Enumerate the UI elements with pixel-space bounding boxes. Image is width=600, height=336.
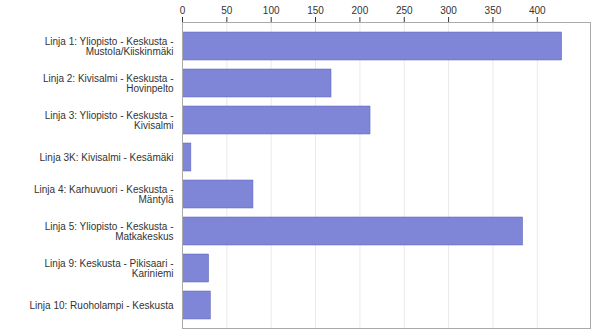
- svg-text:Linja 3K: Kivisalmi - Kesämäki: Linja 3K: Kivisalmi - Kesämäki: [40, 152, 174, 163]
- svg-text:0: 0: [180, 5, 186, 16]
- svg-text:50: 50: [221, 5, 233, 16]
- svg-text:Linja 2: Kivisalmi - Keskusta: Linja 2: Kivisalmi - Keskusta -Hovinpelt…: [43, 73, 174, 94]
- svg-text:Linja 9: Keskusta - Pikisaari: Linja 9: Keskusta - Pikisaari -Kariniemi: [45, 258, 174, 279]
- svg-text:100: 100: [263, 5, 280, 16]
- svg-text:250: 250: [396, 5, 413, 16]
- svg-text:300: 300: [440, 5, 457, 16]
- svg-text:Linja 10: Ruoholampi - Keskust: Linja 10: Ruoholampi - Keskusta: [30, 300, 174, 311]
- svg-text:200: 200: [352, 5, 369, 16]
- svg-text:Linja 5: Yliopisto - Keskusta: Linja 5: Yliopisto - Keskusta -Matkakesk…: [45, 221, 174, 242]
- svg-text:Linja 3: Yliopisto - Keskusta: Linja 3: Yliopisto - Keskusta -Kivisalmi: [45, 110, 174, 131]
- svg-text:Linja 1: Yliopisto - Keskusta: Linja 1: Yliopisto - Keskusta -Mustola/K…: [45, 36, 174, 57]
- svg-text:150: 150: [307, 5, 324, 16]
- svg-text:400: 400: [529, 5, 546, 16]
- svg-text:Linja 4: Karhuvuori - Keskusta: Linja 4: Karhuvuori - Keskusta -Mäntylä: [34, 184, 174, 205]
- svg-text:350: 350: [485, 5, 502, 16]
